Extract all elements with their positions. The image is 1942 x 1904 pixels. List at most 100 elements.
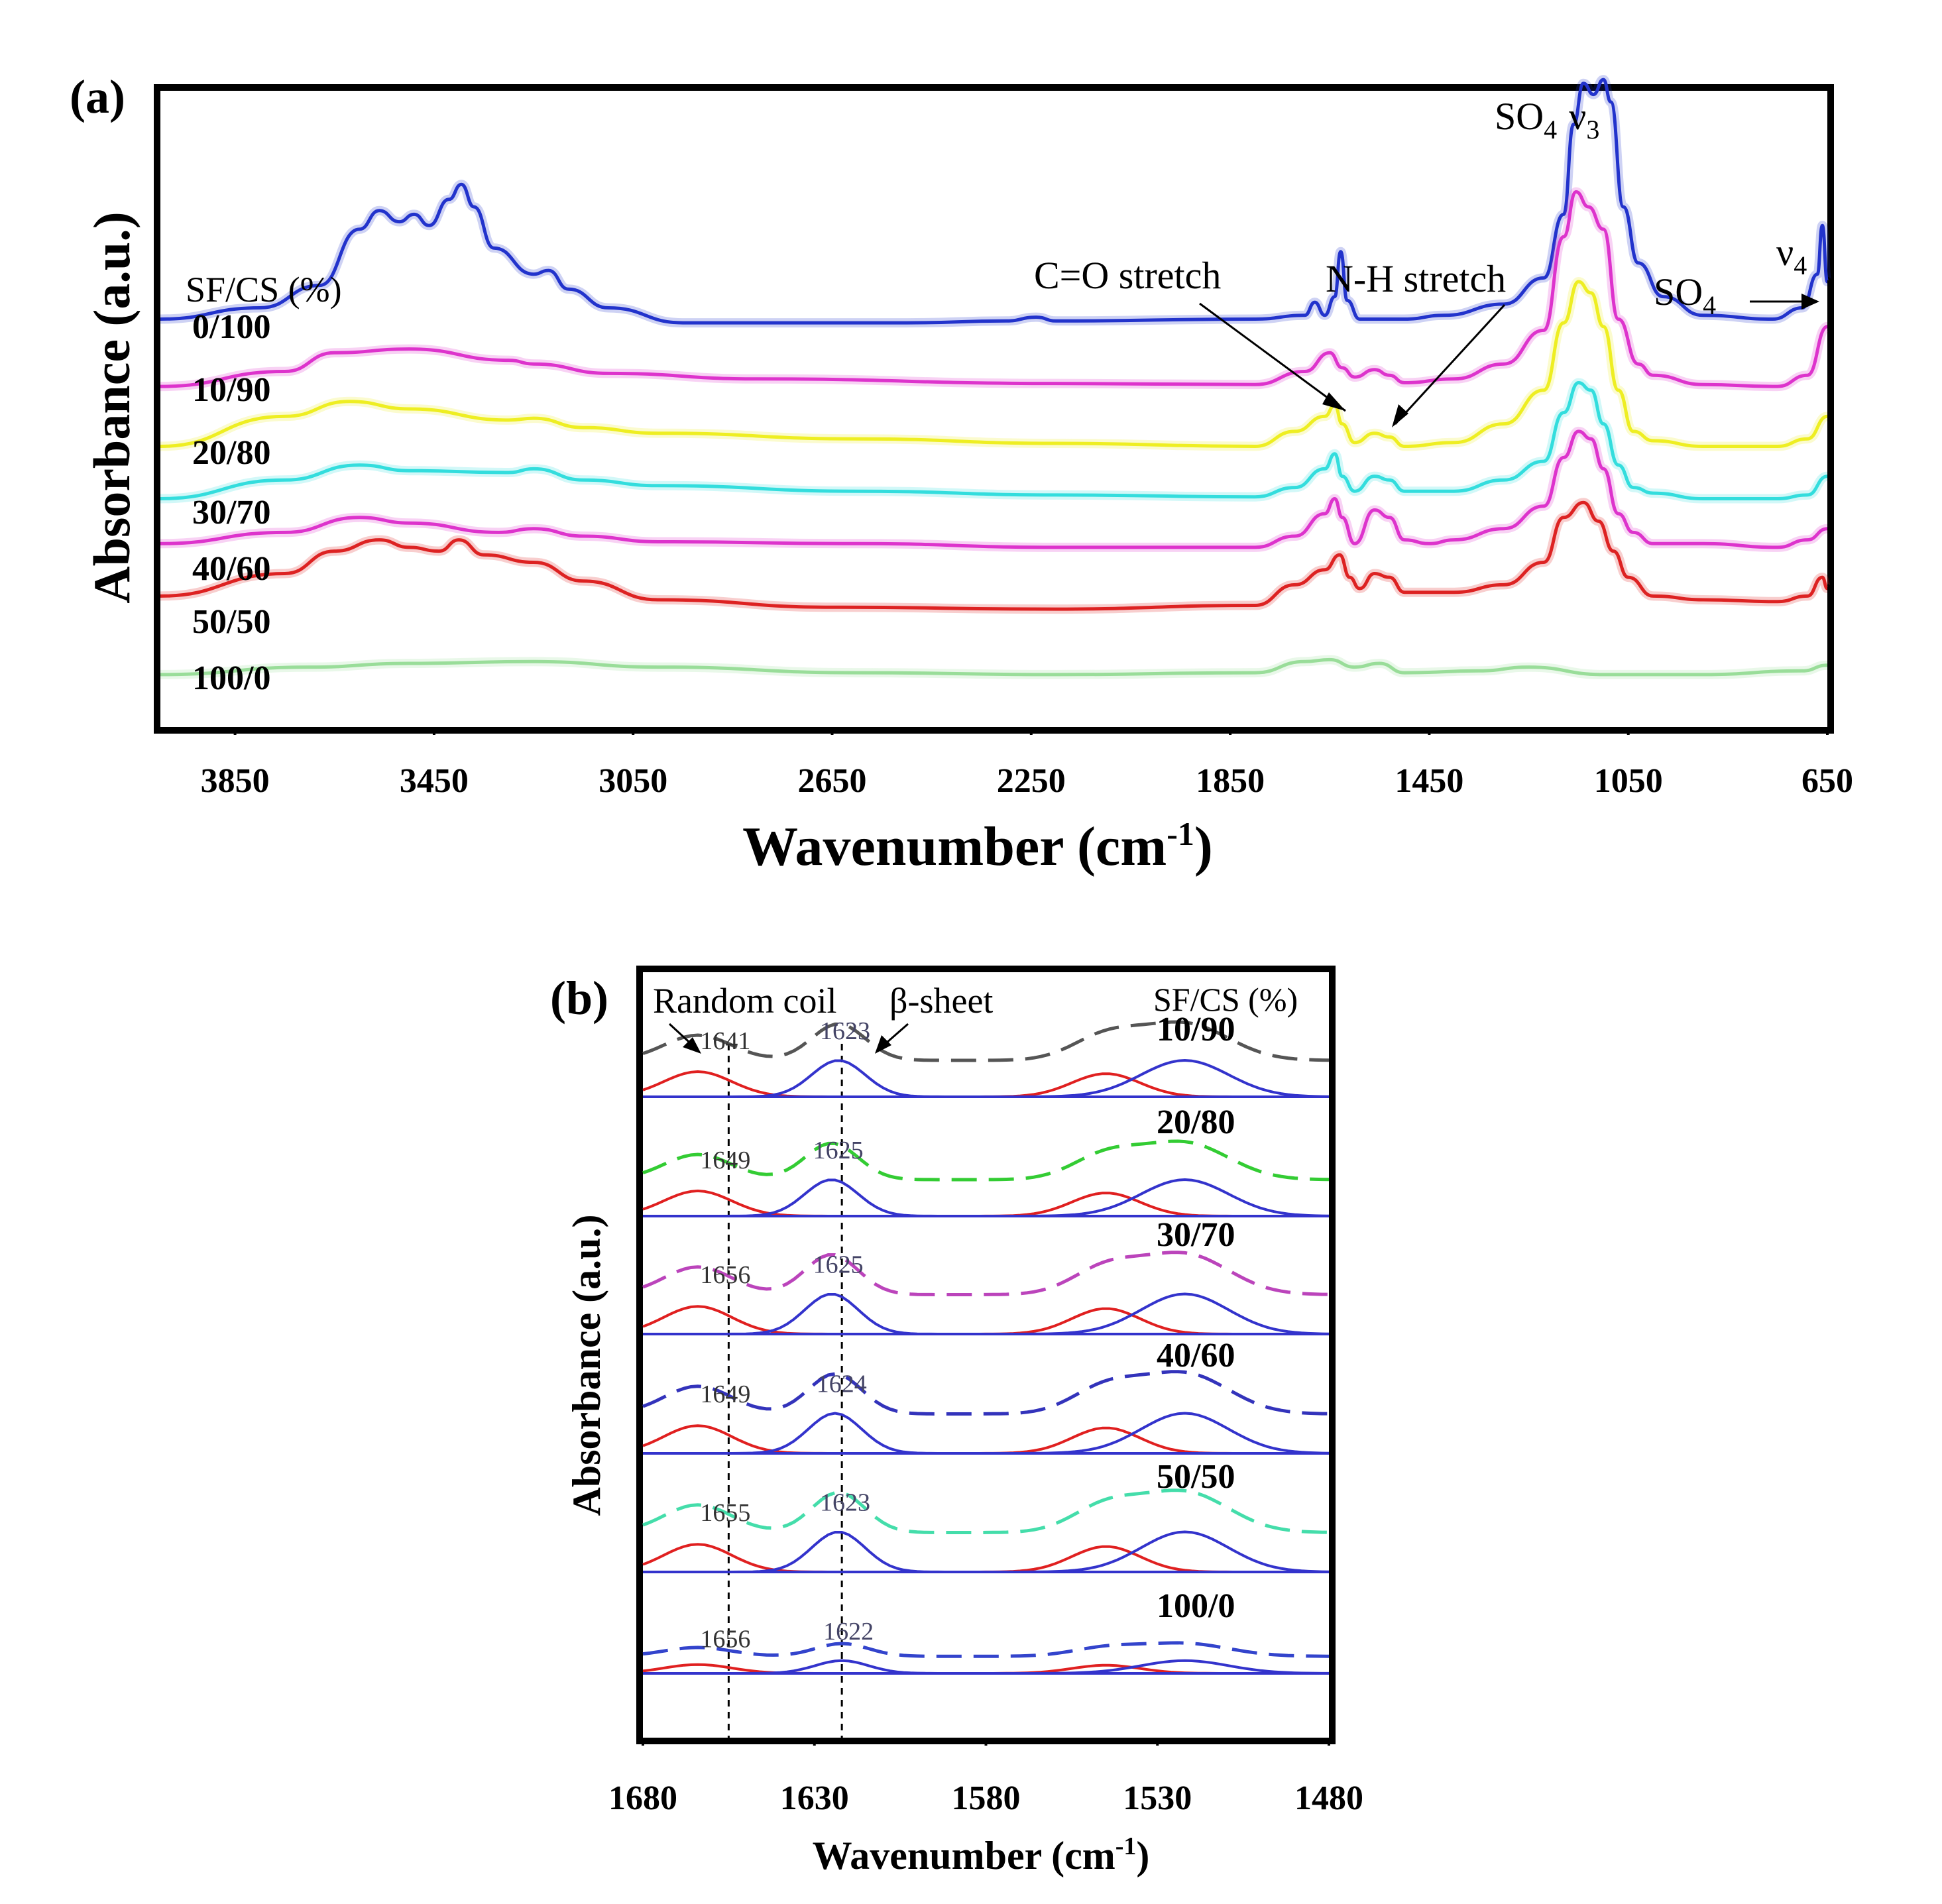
panel-a-x-tick-label: 1450 [1395, 762, 1463, 800]
beta-sheet-component [643, 1412, 1329, 1455]
series-name-0-100: 0/100 [192, 308, 270, 346]
side-chain-component [643, 1072, 1329, 1098]
series-name-20-80: 20/80 [192, 434, 270, 472]
amide-ii-component [643, 1530, 1330, 1573]
panel-b-series-name-50-50: 50/50 [1157, 1458, 1235, 1496]
panel-a-x-tick-label: 3450 [400, 762, 469, 800]
beta-sheet-arrowhead [875, 1035, 891, 1054]
panel-a-x-tick-label: 2650 [798, 762, 867, 800]
beta-sheet-component [643, 1293, 1329, 1335]
side-chain-component [643, 1192, 1329, 1217]
overall-fit-20-80 [642, 1139, 1330, 1182]
panel-a-y-axis-label: Absorbance (a.u.) [83, 211, 141, 604]
side-chain-component [643, 1307, 1329, 1335]
panel-a-x-tick-label: 1050 [1594, 762, 1663, 800]
panel-a-x-tick-label: 3050 [599, 762, 667, 800]
panel-b-legend-title: SF/CS (%) [1153, 981, 1298, 1018]
overall-fit-40-60 [642, 1370, 1330, 1416]
amide-ii-component [643, 1058, 1330, 1098]
panel-b-label: (b) [550, 972, 608, 1025]
panel-a-series [160, 75, 1832, 679]
panel-a-frame [154, 84, 1834, 734]
overall-fit-30-70 [642, 1251, 1330, 1296]
panel-a: (a) 3850 3450 3050 2650 2250 1850 1450 1050 650 … [70, 70, 1853, 877]
panel-b-series-name-30-70: 30/70 [1157, 1216, 1235, 1254]
panel-a-x-tick-label: 2250 [997, 762, 1066, 800]
beta-sheet-component [643, 1059, 1329, 1098]
random-coil-component [642, 1189, 1329, 1217]
panel-a-x-tick-label: 1850 [1196, 762, 1265, 800]
annotation-nh-stretch: N-H stretch [1326, 257, 1506, 300]
panel-b-series: 1641 1623 10/90 1649 1625 20/80 1656 1625 30/70 1… [642, 1011, 1330, 1675]
annotation-co-stretch: C=O stretch [1034, 254, 1221, 297]
panel-b-x-tick-label: 1530 [1123, 1779, 1192, 1817]
series-name-40-60: 40/60 [192, 550, 270, 588]
random-coil-peak-label: 1649 [700, 1380, 750, 1408]
spectrum-line-40-60 [160, 429, 1828, 549]
beta-sheet-peak-label: 1622 [823, 1618, 874, 1646]
panel-a-tick-labels: 3850 3450 3050 2650 2250 1850 1450 1050 650 [201, 762, 1853, 800]
spectrum-glow-40-60 [160, 426, 1828, 552]
annotation-nh-arrowhead [1392, 404, 1408, 427]
amide-ii-component [643, 1412, 1330, 1455]
spectrum-line-100-0 [160, 657, 1828, 677]
series-name-100-0: 100/0 [192, 659, 270, 697]
spectrum-line-50-50 [160, 500, 1829, 611]
panel-a-x-tick-label: 650 [1801, 762, 1853, 800]
annotation-v4-arrowhead [1801, 294, 1819, 309]
overall-fit-100-0 [642, 1641, 1330, 1658]
beta-sheet-component [643, 1531, 1329, 1573]
panel-b: (b) 1680 1630 1580 1530 1480 1641 1623 10/9016… [550, 966, 1363, 1877]
beta-sheet-component [643, 1178, 1329, 1217]
panel-b-y-axis-label: Absorbance (a.u.) [565, 1214, 608, 1516]
beta-sheet-peak-label: 1623 [820, 1017, 870, 1045]
panel-b-x-tick-label: 1680 [608, 1779, 677, 1817]
panel-a-legend-title: SF/CS (%) [186, 270, 342, 309]
annotation-nu4: ν4 [1776, 231, 1807, 280]
beta-sheet-peak-label: 1625 [813, 1137, 864, 1164]
panel-b-x-axis-label: Wavenumber (cm-1) [813, 1832, 1150, 1877]
beta-sheet-peak-label: 1625 [813, 1251, 864, 1279]
series-name-10-90: 10/90 [192, 371, 270, 409]
panel-b-guides [727, 1044, 843, 1738]
panel-b-series-name-100-0: 100/0 [1157, 1587, 1235, 1625]
annotation-beta-sheet: β-sheet [889, 981, 993, 1021]
amide-ii-component [643, 1292, 1330, 1335]
panel-b-x-tick-label: 1480 [1294, 1779, 1363, 1817]
side-chain-component [643, 1426, 1329, 1455]
series-name-30-70: 30/70 [192, 494, 270, 532]
random-coil-component [642, 1070, 1329, 1098]
annotation-random-coil: Random coil [653, 981, 836, 1021]
random-coil-component [642, 1424, 1329, 1455]
spectrum-glow-20-80 [160, 277, 1829, 451]
panel-b-ticks [642, 1738, 1330, 1746]
random-coil-peak-label: 1656 [700, 1626, 750, 1653]
spectrum-line-0-100 [160, 78, 1829, 325]
random-coil-peak-label: 1649 [700, 1147, 750, 1174]
panel-a-x-axis-label: Wavenumber (cm-1) [742, 815, 1213, 877]
beta-sheet-peak-label: 1624 [817, 1371, 867, 1398]
panel-a-label: (a) [70, 70, 125, 123]
series-name-50-50: 50/50 [192, 603, 270, 641]
panel-b-series-name-20-80: 20/80 [1157, 1103, 1235, 1141]
panel-b-x-tick-label: 1630 [780, 1779, 849, 1817]
annotation-so4-v4: SO4 [1654, 270, 1716, 320]
annotation-co-arrowhead [1322, 392, 1345, 411]
random-coil-component [642, 1305, 1329, 1335]
annotation-so4-v3: SO4 ν3 [1495, 95, 1599, 144]
overall-fit-50-50 [642, 1488, 1330, 1534]
spectrum-line-30-70 [160, 381, 1828, 501]
annotation-co-arrow [1199, 302, 1346, 412]
spectrum-line-20-80 [160, 280, 1828, 448]
random-coil-peak-label: 1655 [700, 1499, 750, 1527]
side-chain-component [643, 1545, 1329, 1573]
panel-b-series-name-10-90: 10/90 [1157, 1011, 1235, 1048]
random-coil-peak-label: 1641 [700, 1027, 750, 1055]
panel-a-ticks [233, 727, 1829, 735]
beta-sheet-component [643, 1659, 1329, 1675]
random-coil-arrowhead [683, 1037, 701, 1054]
random-coil-peak-label: 1656 [700, 1261, 750, 1289]
amide-ii-component [643, 1178, 1330, 1217]
panel-b-series-name-40-60: 40/60 [1157, 1337, 1235, 1374]
